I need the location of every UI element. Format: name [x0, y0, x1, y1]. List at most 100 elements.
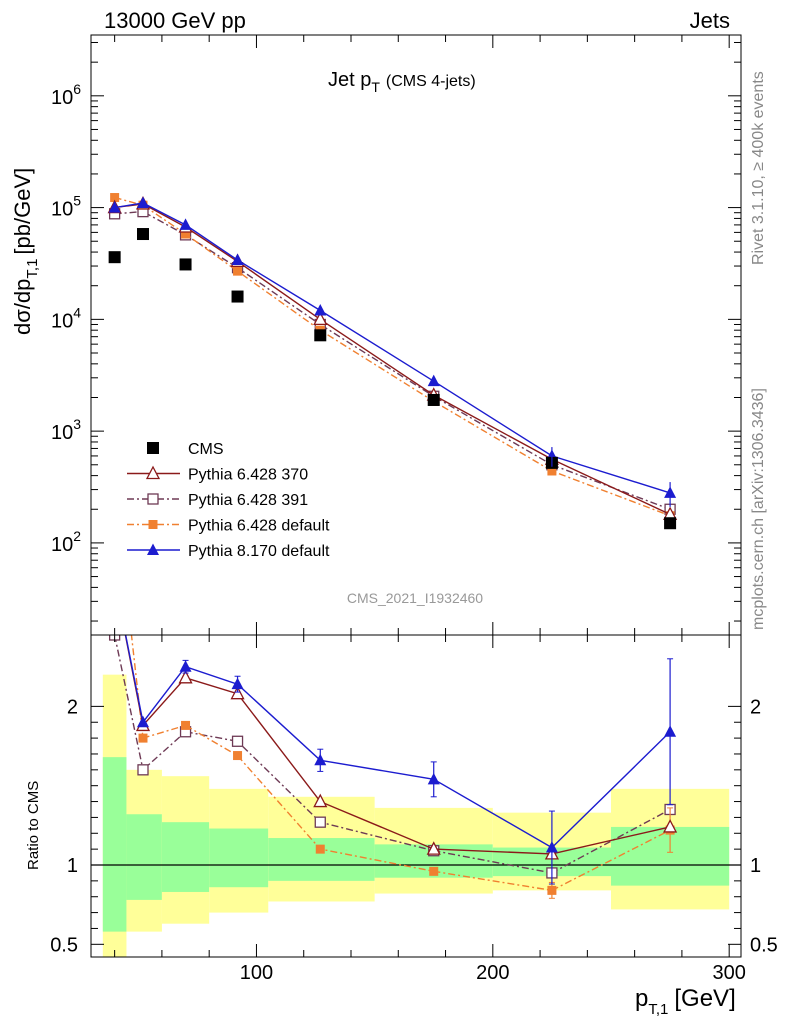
main-axis-ticks: 102 103 104 105 106: [51, 35, 741, 635]
ratio-line-p370: [124, 635, 671, 855]
ratio-y-tick-label: 2: [67, 696, 78, 718]
x-tick-label: 200: [476, 962, 509, 984]
main-title: Jet pT (CMS 4-jets): [328, 69, 476, 95]
series-line-pdef: [114, 196, 671, 517]
point-pdef: [181, 229, 191, 239]
point-cms: [664, 517, 677, 530]
y-tick-label: 103: [51, 416, 81, 444]
legend-item-p370: Pythia 6.428 370: [127, 465, 308, 484]
point-pdef: [233, 266, 243, 276]
uncertainty-band-inner: [209, 828, 269, 888]
point-p8: [231, 253, 244, 265]
main-panel: 102 103 104 105 106 Jet pT (CMS 4-jets) CMS_2…: [10, 34, 742, 636]
point-cms: [137, 228, 149, 241]
ratio-point-p391: [137, 764, 149, 776]
ratio-point-p391: [314, 816, 326, 828]
ratio-point-p8: [664, 725, 677, 737]
ratio-point-pdef: [429, 866, 439, 876]
main-plot-area: [107, 193, 678, 530]
ratio-point-p391: [231, 735, 244, 747]
point-pdef: [110, 193, 120, 203]
point-p370: [313, 311, 328, 326]
ratio-point-pdef: [110, 480, 119, 489]
legend-item-pdef: Pythia 6.428 default: [127, 518, 330, 535]
y-tick-label: 105: [51, 193, 81, 221]
ratio-point-pdef: [315, 844, 325, 854]
ratio-point-p370: [109, 573, 121, 585]
ratio-point-p8: [137, 715, 149, 728]
legend: CMS Pythia 6.428 370 Pythia 6.428 391 Pythi…: [127, 441, 330, 560]
ratio-y-tick-label: 1: [67, 855, 78, 877]
legend-marker: [145, 465, 161, 480]
mcplots-label: mcplots.cern.ch [arXiv:1306.3436]: [750, 388, 767, 630]
legend-label: Pythia 6.428 391: [188, 492, 308, 509]
legend-label: CMS: [188, 441, 224, 458]
series-line-p8: [114, 202, 671, 494]
legend-marker: [147, 493, 159, 505]
ratio-y-label: Ratio to CMS: [25, 781, 42, 870]
point-cms: [231, 290, 244, 303]
ratio-point-p8: [109, 573, 121, 585]
ratio-frame: [90, 634, 742, 958]
y-tick-label: 106: [51, 81, 81, 109]
ratio-line-p391: [113, 635, 671, 874]
analysis-watermark: CMS_2021_I1932460: [347, 590, 483, 606]
legend-marker: [148, 520, 158, 529]
point-p8: [427, 374, 440, 387]
ratio-y-tick-label-right: 0.5: [750, 934, 778, 956]
ratio-point-pdef: [547, 885, 557, 895]
legend-label: Pythia 6.428 default: [188, 518, 330, 535]
point-p8: [108, 201, 121, 213]
point-p8: [137, 196, 149, 208]
x-tick-label: 100: [240, 962, 273, 984]
point-cms: [108, 251, 121, 264]
ratio-line-p8: [124, 635, 671, 849]
x-tick-label: 300: [712, 962, 745, 984]
x-axis-label: pT,1 [GeV]: [635, 985, 736, 1018]
series-line-p391: [114, 210, 671, 510]
ratio-line-pdef: [130, 635, 671, 892]
ratio-panel: 0.5 0.5 1 1 2 2 100 200 300 Ratio to CMS pT,1 [Ge…: [25, 480, 778, 1018]
ratio-y-tick-label-right: 1: [750, 855, 761, 877]
y-tick-label: 102: [51, 528, 81, 556]
ratio-point-pdef: [138, 733, 148, 743]
ratio-y-tick-label: 0.5: [50, 934, 78, 956]
ratio-point-pdef: [181, 720, 191, 730]
ratio-point-p370: [230, 685, 245, 700]
collision-label: 13000 GeV pp: [104, 8, 246, 33]
ratio-point-p8: [179, 660, 192, 672]
uncertainty-band-inner: [268, 838, 375, 881]
uncertainty-band-inner: [161, 822, 210, 892]
point-p8: [314, 304, 327, 316]
ratio-point-p8: [427, 772, 440, 785]
point-cms: [179, 258, 192, 271]
ratio-point-p8: [314, 753, 327, 766]
ratio-plot-area: [91, 480, 741, 957]
ratio-point-p8: [231, 677, 244, 690]
legend-marker: [147, 442, 159, 454]
point-p8: [179, 218, 192, 230]
series-line-p370: [114, 203, 671, 516]
uncertainty-band-inner: [102, 757, 127, 932]
legend-label: Pythia 8.170 default: [188, 543, 330, 560]
legend-label: Pythia 6.428 370: [188, 467, 308, 484]
ratio-point-p370: [178, 669, 193, 684]
legend-item-cms: CMS: [147, 441, 224, 458]
legend-item-p391: Pythia 6.428 391: [127, 492, 308, 509]
ratio-y-tick-label-right: 2: [750, 696, 761, 718]
uncertainty-band-inner: [126, 814, 162, 900]
ratio-axis-ticks: 0.5 0.5 1 1 2 2 100 200 300: [50, 635, 778, 984]
legend-marker: [147, 543, 159, 555]
rivet-version-label: Rivet 3.1.10, ≥ 400k events: [750, 71, 767, 265]
legend-item-p8: Pythia 8.170 default: [127, 543, 330, 560]
ratio-point-p370: [426, 841, 441, 855]
ratio-point-pdef: [233, 751, 243, 761]
point-pdef: [547, 466, 557, 476]
ratio-point-p370: [313, 793, 328, 808]
point-cms: [314, 329, 327, 342]
y-tick-label: 104: [51, 304, 81, 332]
process-label: Jets: [690, 8, 730, 33]
ratio-point-p8: [545, 841, 558, 853]
y-axis-label: dσ/dpT,1[pb/GeV]: [10, 168, 41, 335]
